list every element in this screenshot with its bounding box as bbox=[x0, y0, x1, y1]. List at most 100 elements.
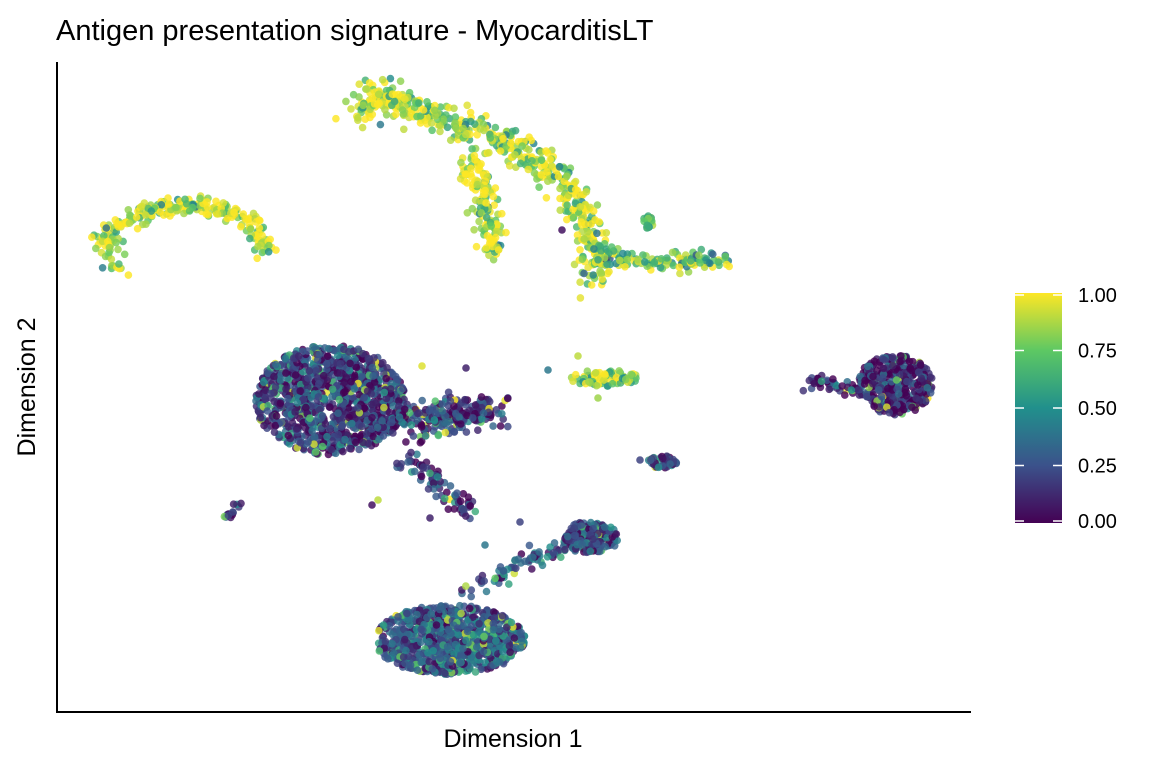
scatter-point bbox=[438, 400, 447, 409]
scatter-point bbox=[474, 166, 483, 174]
scatter-point bbox=[457, 158, 465, 167]
scatter-point bbox=[594, 394, 602, 402]
scatter-point bbox=[291, 408, 299, 416]
scatter-point bbox=[657, 254, 666, 263]
scatter-point bbox=[423, 98, 431, 106]
scatter-point bbox=[471, 401, 480, 409]
scatter-point bbox=[430, 416, 439, 424]
scatter-point bbox=[375, 626, 383, 635]
scatter-point bbox=[516, 159, 525, 168]
scatter-point bbox=[347, 105, 355, 113]
scatter-point bbox=[379, 621, 388, 629]
scatter-point bbox=[480, 126, 488, 135]
scatter-point bbox=[580, 269, 588, 278]
scatter-point bbox=[444, 388, 453, 397]
scatter-point bbox=[472, 242, 481, 251]
scatter-point bbox=[564, 532, 572, 541]
scatter-point bbox=[386, 385, 395, 393]
scatter-point bbox=[577, 521, 586, 529]
scatter-point bbox=[432, 621, 441, 629]
scatter-point bbox=[347, 419, 356, 428]
scatter-point bbox=[463, 209, 472, 217]
scatter-point bbox=[318, 442, 327, 451]
colorbar-tick-label: 1.00 bbox=[1078, 285, 1117, 307]
scatter-point bbox=[124, 271, 133, 279]
scatter-point bbox=[410, 467, 419, 476]
scatter-point bbox=[471, 156, 479, 164]
scatter-point bbox=[368, 501, 376, 509]
scatter-point bbox=[270, 397, 279, 406]
scatter-point bbox=[404, 458, 412, 466]
scatter-point bbox=[542, 147, 550, 155]
scatter-point bbox=[572, 191, 581, 199]
scatter-point bbox=[475, 627, 483, 636]
scatter-point bbox=[860, 380, 869, 388]
scatter-point bbox=[440, 494, 449, 503]
scatter-point bbox=[380, 388, 389, 397]
scatter-point bbox=[385, 622, 394, 630]
scatter-point bbox=[596, 547, 604, 556]
scatter-point bbox=[914, 381, 922, 389]
scatter-point bbox=[600, 253, 609, 262]
scatter-point bbox=[302, 403, 310, 412]
scatter-point bbox=[427, 119, 436, 127]
scatter-point bbox=[402, 646, 410, 655]
scatter-point bbox=[304, 374, 312, 382]
scatter-point bbox=[878, 374, 887, 382]
scatter-point bbox=[388, 640, 397, 648]
scatter-point bbox=[270, 372, 278, 381]
scatter-point bbox=[428, 126, 436, 135]
scatter-point bbox=[354, 404, 362, 412]
scatter-point bbox=[578, 540, 586, 549]
scatter-point bbox=[400, 405, 409, 414]
scatter-point bbox=[314, 393, 323, 401]
scatter-point bbox=[344, 404, 353, 413]
scatter-point bbox=[310, 433, 319, 441]
scatter-point bbox=[491, 574, 500, 583]
scatter-point bbox=[450, 505, 459, 513]
scatter-point bbox=[473, 180, 482, 189]
scatter-point bbox=[896, 357, 904, 366]
y-axis-label: Dimension 2 bbox=[13, 318, 41, 457]
scatter-point bbox=[477, 160, 485, 168]
scatter-point bbox=[360, 404, 369, 413]
scatter-point bbox=[395, 413, 404, 422]
scatter-point bbox=[675, 263, 684, 272]
scatter-point bbox=[312, 367, 320, 375]
scatter-point bbox=[454, 630, 463, 639]
scatter-point bbox=[293, 425, 301, 433]
scatter-point bbox=[379, 358, 387, 367]
scatter-point bbox=[336, 369, 345, 377]
scatter-point bbox=[345, 444, 354, 453]
scatter-point bbox=[157, 201, 166, 209]
scatter-point bbox=[261, 386, 270, 395]
scatter-point bbox=[276, 376, 285, 385]
scatter-point bbox=[407, 448, 415, 457]
scatter-point bbox=[582, 188, 591, 196]
scatter-point bbox=[592, 381, 601, 390]
scatter-point bbox=[585, 378, 593, 386]
scatter-point bbox=[252, 397, 260, 405]
scatter-point bbox=[466, 108, 475, 117]
scatter-point bbox=[571, 370, 580, 379]
scatter-point bbox=[361, 115, 370, 123]
scatter-point bbox=[435, 650, 444, 658]
scatter-point bbox=[480, 613, 488, 621]
scatter-point bbox=[452, 124, 460, 132]
scatter-point bbox=[621, 263, 629, 271]
scatter-point bbox=[431, 112, 440, 120]
scatter-point bbox=[587, 518, 595, 527]
scatter-point bbox=[456, 175, 465, 183]
scatter-point bbox=[576, 203, 584, 211]
scatter-point bbox=[446, 397, 455, 405]
scatter-point bbox=[321, 420, 330, 428]
scatter-point bbox=[416, 438, 425, 447]
scatter-point bbox=[425, 637, 433, 646]
scatter-point bbox=[394, 402, 403, 411]
scatter-point bbox=[544, 177, 552, 185]
scatter-point bbox=[166, 212, 174, 220]
scatter-point bbox=[487, 222, 496, 230]
scatter-point bbox=[912, 394, 920, 403]
scatter-point bbox=[557, 553, 565, 561]
scatter-point bbox=[489, 626, 498, 634]
